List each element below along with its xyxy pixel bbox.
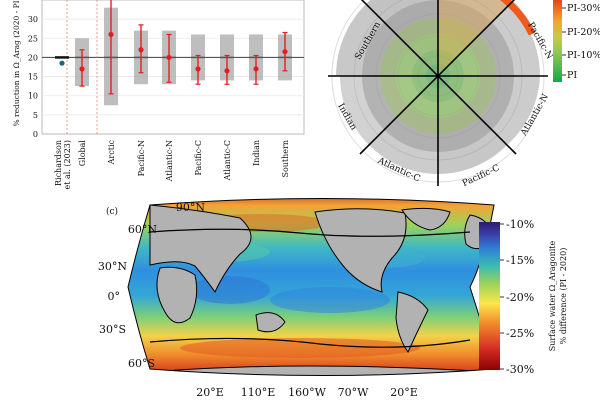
panel-b-colorbar-ticks: [562, 7, 566, 76]
panel-a-x-label: Richardson: [54, 140, 63, 186]
map-colorbar: [479, 222, 500, 370]
panel-a-point: [138, 47, 144, 53]
svg-text:-15%: -15%: [506, 254, 534, 267]
panel-a-x-label: Southern: [281, 140, 290, 178]
panel-b-chart: Southern Pacific-N Atlantic-N Pacific-C …: [328, 0, 600, 189]
panel-a-plot-frame: [41, 0, 305, 135]
panel-a-y-tick-label: 20: [28, 53, 38, 62]
panel-a-x-label: et al. (2023): [63, 140, 72, 190]
svg-text:70°W: 70°W: [338, 386, 369, 399]
map-colorbar-subtitle: % difference (PI - 2020): [559, 248, 568, 345]
svg-text:90°N: 90°N: [176, 201, 205, 214]
svg-text:30°S: 30°S: [99, 323, 126, 336]
panel-a-x-label: Global: [78, 140, 87, 167]
panel-a-point: [253, 66, 259, 72]
svg-text:PI-30%: PI-30%: [567, 3, 600, 14]
panel-a-x-label: Atlantic-C: [223, 140, 232, 181]
svg-text:30°N: 30°N: [98, 260, 127, 273]
map-contours: [149, 228, 471, 348]
panel-a-x-label: Atlantic-N: [165, 140, 174, 182]
panel-a-y-tick-label: 30: [28, 15, 38, 24]
panel-a-range-bars: [75, 7, 292, 106]
svg-text:-30%: -30%: [506, 363, 534, 376]
svg-text:-10%: -10%: [506, 218, 534, 231]
svg-text:-25%: -25%: [506, 327, 534, 340]
panel-a-y-tick-label: 25: [28, 34, 38, 43]
panel-a-x-labels: Richardson et al. (2023) Global Arctic Pacif…: [54, 139, 290, 189]
svg-text:160°W: 160°W: [288, 386, 326, 399]
panel-a-y-tick-label: 10: [28, 92, 38, 101]
map-colorbar-ticks: [500, 223, 504, 370]
panel-a-x-label: Arctic: [107, 139, 116, 165]
panel-a-point: [166, 54, 172, 61]
svg-text:60°S: 60°S: [128, 357, 155, 370]
svg-text:60°N: 60°N: [128, 223, 157, 236]
panel-a-point: [195, 66, 201, 72]
svg-text:-20%: -20%: [506, 291, 534, 304]
panel-a-error-bars: [55, 0, 288, 95]
panel-a-point: [224, 68, 230, 74]
panel-a-point: [282, 49, 288, 55]
panel-a-y-tick-label: 15: [28, 73, 38, 82]
panel-b-spokes: [328, 0, 548, 186]
map-lat-labels: 90°N 60°N 30°N 0° 30°S 60°S: [98, 201, 205, 370]
panel-b-pacific-n-arc: [499, 0, 536, 36]
panel-a-x-label: Indian: [252, 140, 261, 166]
panel-a-y-ticks: 0 5 10 15 20 25 30: [28, 15, 38, 139]
map-colorbar-title: Surface water Ω_Aragonite: [548, 240, 557, 351]
map-colorbar-labels: -10% -15% -20% -25% -30%: [506, 218, 534, 376]
svg-text:PI-10%: PI-10%: [567, 50, 600, 61]
svg-text:0°: 0°: [108, 290, 121, 303]
svg-text:PI: PI: [567, 70, 577, 81]
panel-a-y-axis-label: % reduction in Ω_Arag (2020 - PI): [12, 0, 21, 127]
panel-a-x-label: Pacific-C: [194, 140, 203, 175]
map-lon-labels: 20°E 110°E 160°W 70°W 20°E: [196, 386, 418, 399]
panel-a-y-tick-label: 0: [33, 130, 38, 139]
panel-b-colorbar: [553, 0, 562, 82]
panel-c-label: (c): [106, 206, 118, 217]
panel-a-point: [108, 31, 114, 38]
panel-c-map: (c): [98, 198, 568, 399]
panel-b-colorbar-labels: PI-30% PI-20% PI-10% PI: [567, 3, 600, 81]
panel-a-point: [79, 66, 85, 72]
panel-a-y-tick-label: 5: [33, 111, 38, 120]
panel-a-x-label: Pacific-N: [137, 140, 146, 176]
panel-a-richardson-point: [59, 60, 65, 66]
svg-text:PI-20%: PI-20%: [567, 27, 600, 38]
svg-text:110°E: 110°E: [241, 386, 276, 399]
svg-text:20°E: 20°E: [390, 386, 418, 399]
panel-a-chart: 0 5 10 15 20 25 30 Richardson et al. (2023) Glob…: [12, 0, 305, 190]
svg-text:20°E: 20°E: [196, 386, 224, 399]
